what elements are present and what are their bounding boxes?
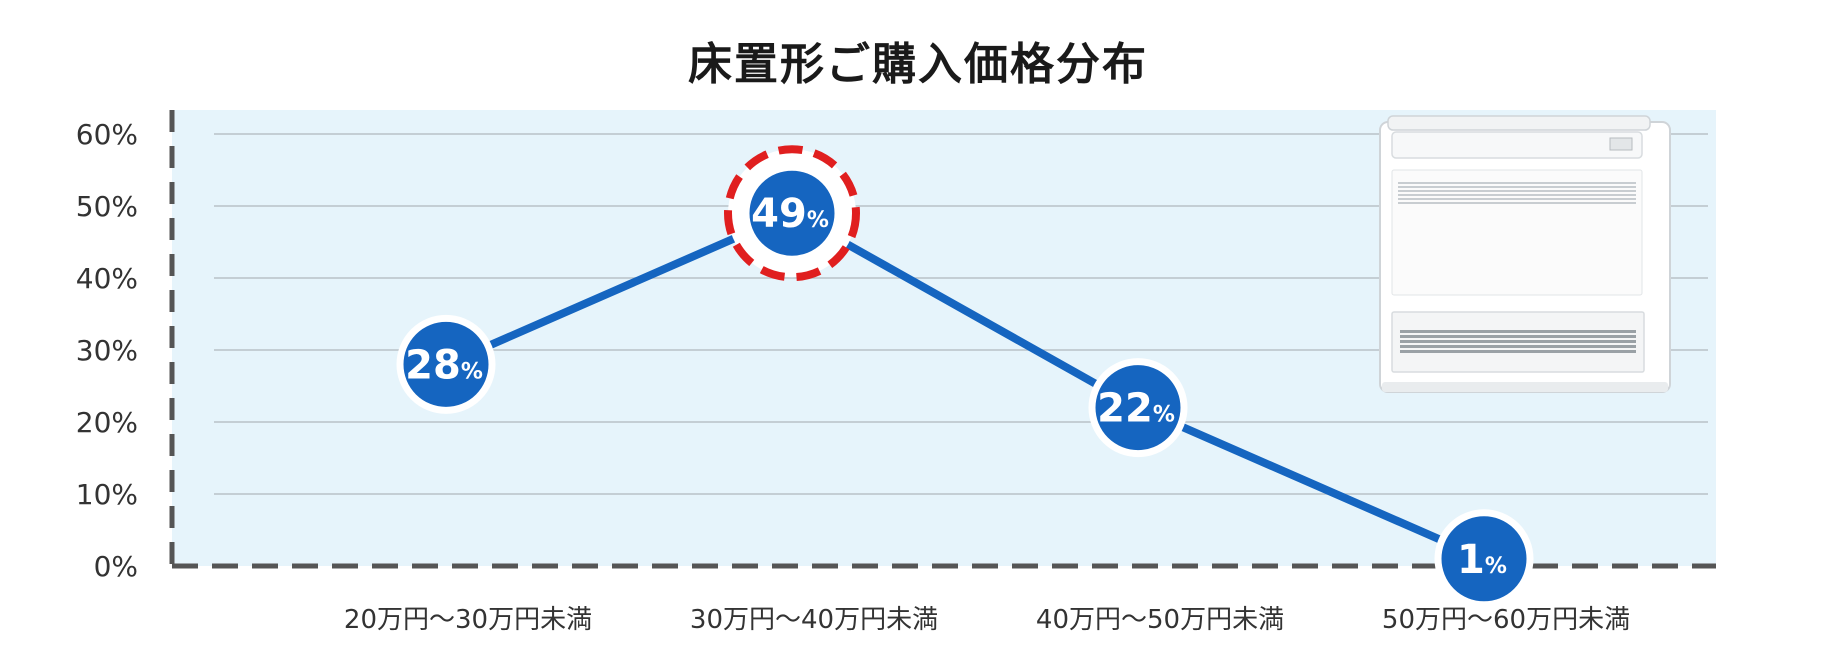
floor-air-conditioner-illustration — [1379, 115, 1671, 393]
vent-slat — [1400, 345, 1636, 348]
point-value-label: 49% — [751, 191, 829, 237]
point-marker — [1434, 509, 1534, 609]
data-point: 49% — [724, 145, 860, 282]
point-value-label: 1% — [1457, 537, 1507, 583]
point-value-label: 28% — [405, 342, 483, 388]
unit-top-vent — [1398, 182, 1636, 204]
point-marker — [1088, 358, 1188, 458]
vent-slat — [1400, 335, 1636, 338]
vent-slat — [1400, 340, 1636, 343]
data-point: 28% — [396, 314, 496, 414]
y-tick-label: 0% — [94, 550, 138, 583]
point-marker — [742, 163, 842, 263]
x-axis-category-labels: 20万円〜30万円未満 30万円〜40万円未満 40万円〜50万円未満 50万円〜60… — [344, 605, 1630, 635]
y-tick-label: 60% — [76, 118, 138, 151]
point-marker — [396, 314, 496, 414]
vent-slat — [1398, 194, 1636, 196]
chart-title: 床置形ご購入価格分布 — [688, 39, 1148, 90]
y-axis-tick-labels: 0% 10% 20% 30% 40% 50% 60% — [76, 118, 138, 583]
data-point: 1% — [1434, 509, 1534, 609]
vent-slat — [1398, 186, 1636, 188]
vent-slat — [1398, 202, 1636, 204]
vent-slat — [1398, 182, 1636, 184]
unit-bottom-vent — [1400, 330, 1636, 353]
y-tick-label: 20% — [76, 406, 138, 439]
y-tick-label: 40% — [76, 262, 138, 295]
y-tick-label: 50% — [76, 190, 138, 223]
vent-slat — [1398, 198, 1636, 200]
data-points: 28% 49% 22% 1% — [396, 145, 1534, 609]
vent-slat — [1398, 190, 1636, 192]
y-tick-label: 30% — [76, 334, 138, 367]
series-line — [444, 209, 1486, 563]
x-category-label: 40万円〜50万円未満 — [1036, 605, 1284, 635]
x-category-label: 20万円〜30万円未満 — [344, 605, 592, 635]
vent-slat — [1400, 350, 1636, 353]
point-value-label: 22% — [1097, 386, 1175, 432]
y-tick-label: 10% — [76, 478, 138, 511]
vent-slat — [1400, 330, 1636, 333]
x-category-label: 50万円〜60万円未満 — [1382, 605, 1630, 635]
x-category-label: 30万円〜40万円未満 — [690, 605, 938, 635]
data-point: 22% — [1088, 358, 1188, 458]
